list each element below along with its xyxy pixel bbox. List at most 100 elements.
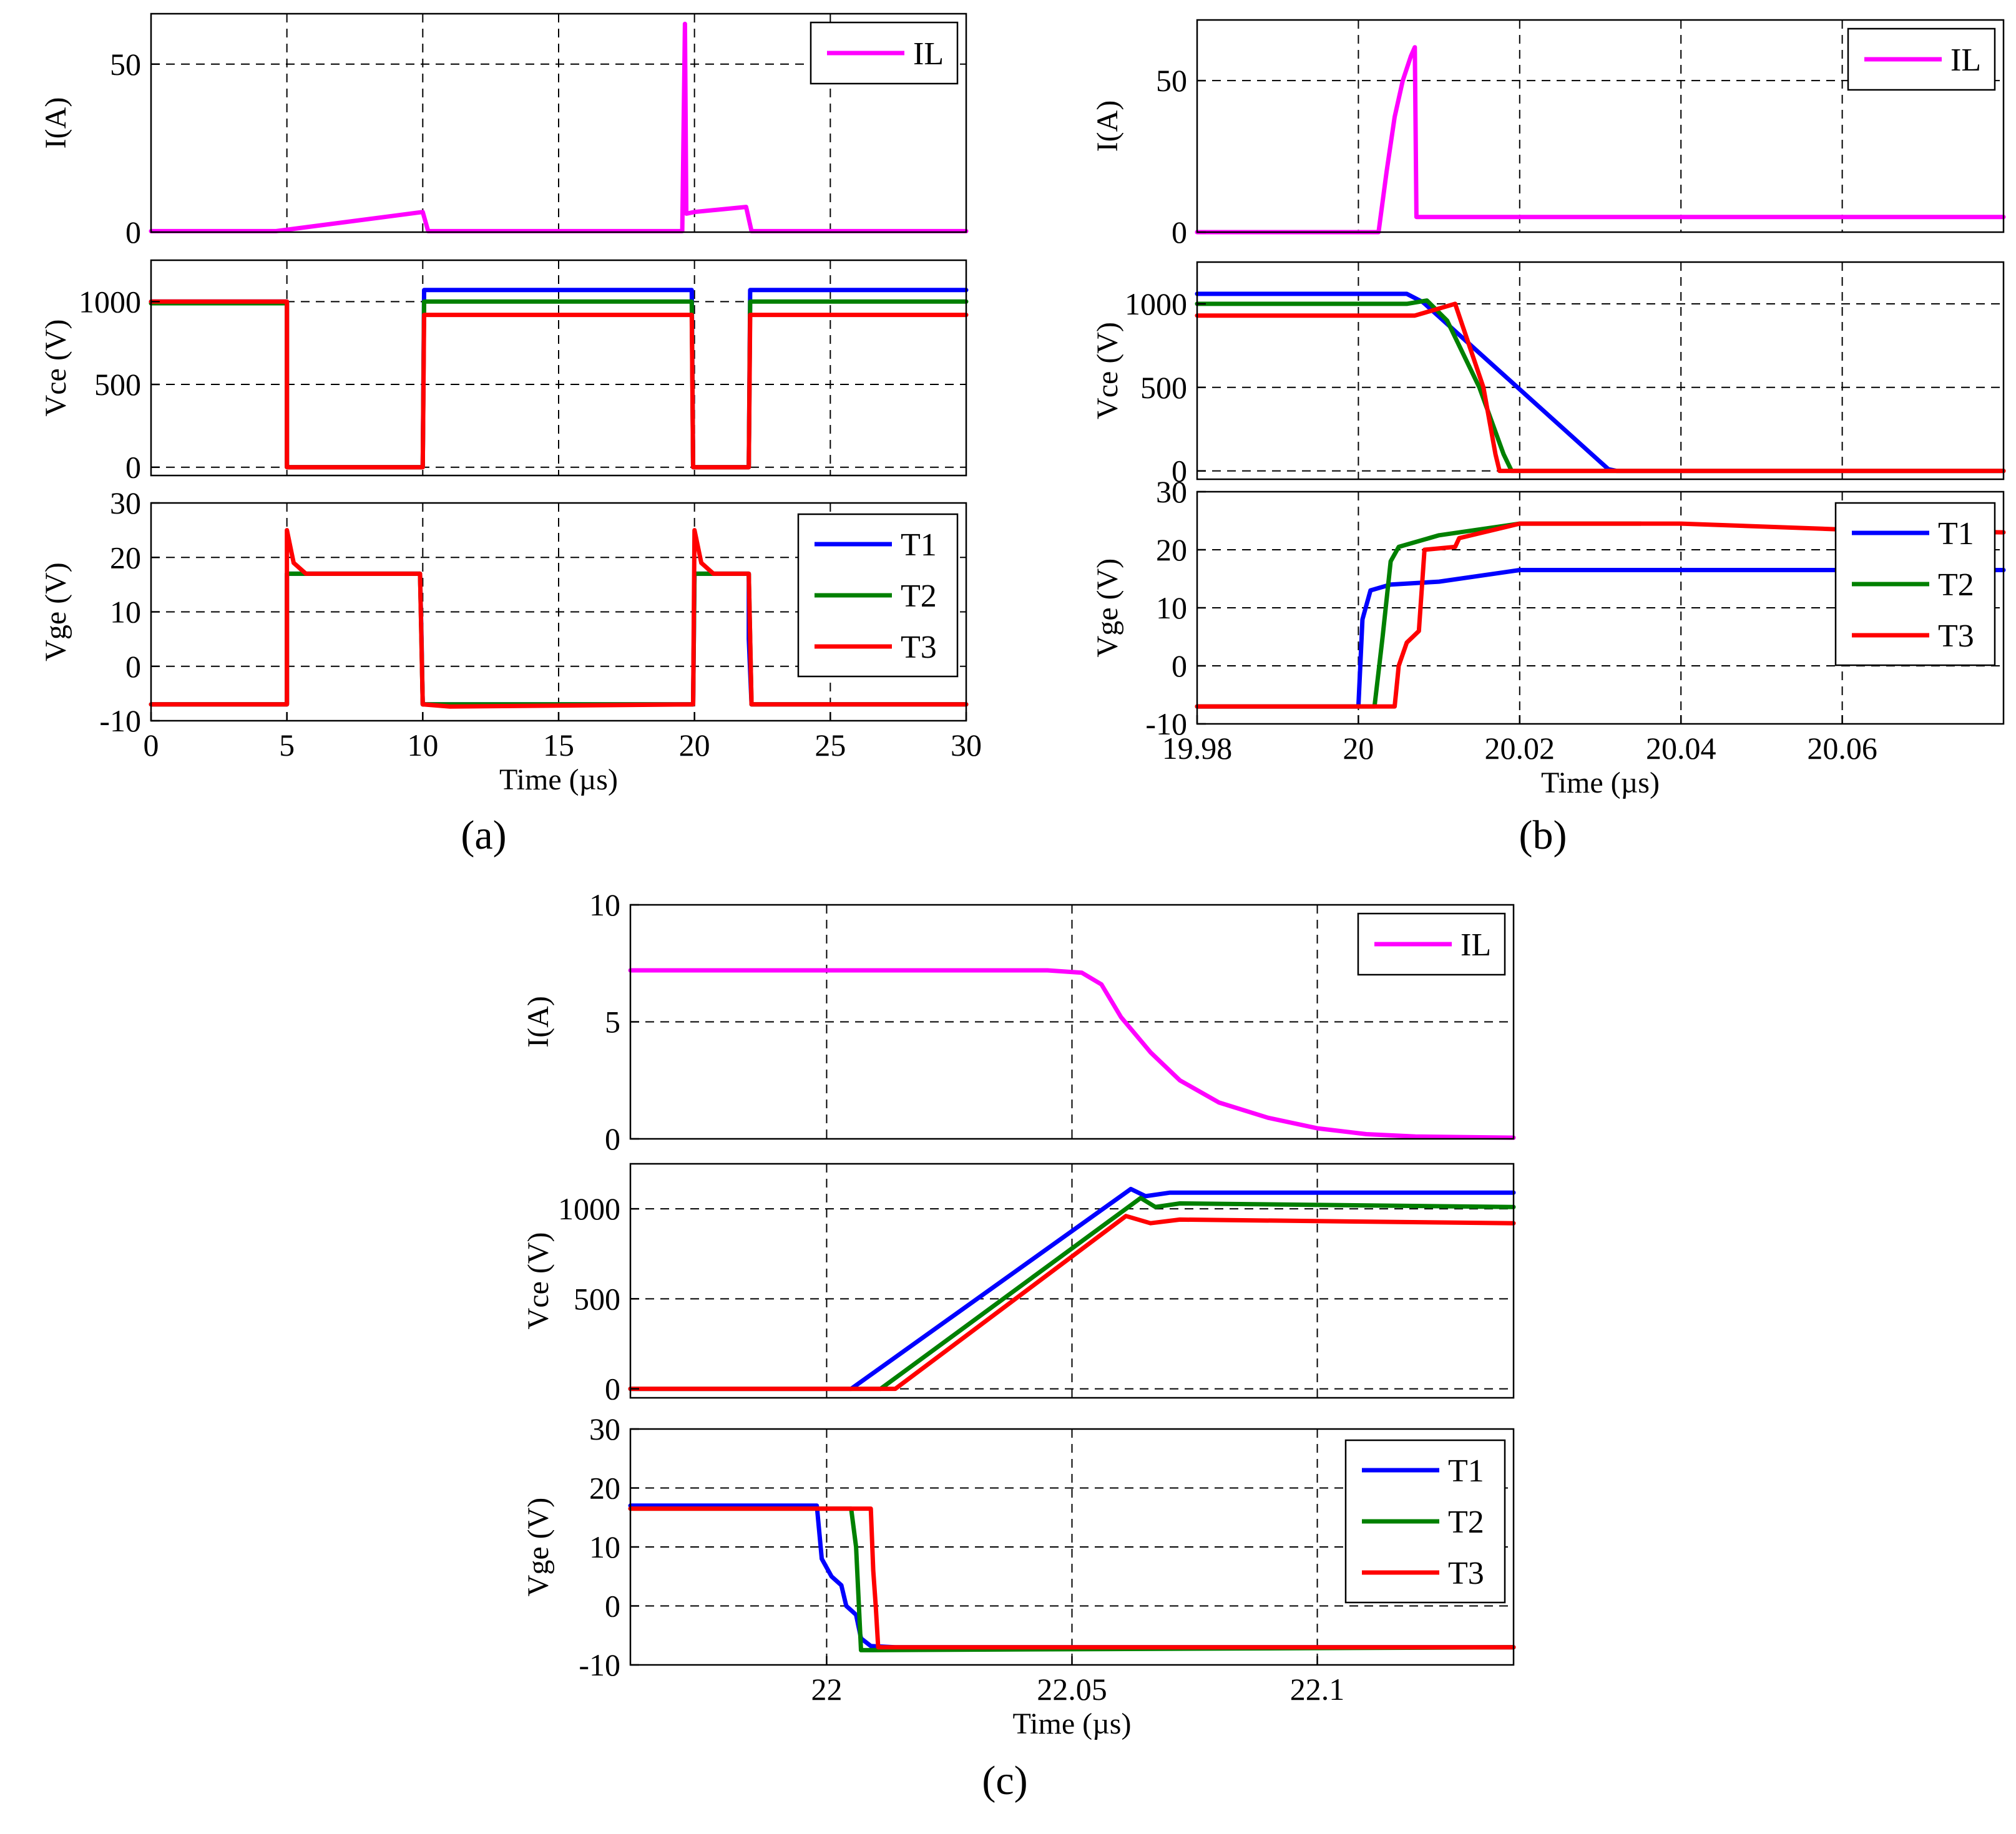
series-il <box>149 21 969 233</box>
y-tick-label: 1000 <box>79 284 141 319</box>
legend-label-il: IL <box>1950 42 1981 78</box>
y-tick-label: 0 <box>605 1121 620 1156</box>
y-tick-label: 5 <box>605 1005 620 1040</box>
y-tick-label: 1000 <box>558 1191 620 1226</box>
series-il <box>628 968 1516 1140</box>
legend-label-t2: T2 <box>1938 567 1974 603</box>
y-tick-label: 10 <box>589 1529 620 1564</box>
legend-label-il: IL <box>1461 927 1491 963</box>
figure-caption: (b) <box>1519 812 1567 858</box>
x-axis-label: Time (µs) <box>499 763 618 796</box>
x-tick-label: 20 <box>679 728 710 763</box>
y-tick-label: 1000 <box>1125 286 1187 321</box>
legend: T1 T2 T3 <box>1344 1439 1506 1604</box>
y-axis-label: Vge (V) <box>522 1498 555 1597</box>
x-tick-label: 20 <box>1343 731 1374 766</box>
legend-label-t1: T1 <box>901 527 937 563</box>
legend-label-t2: T2 <box>901 578 937 614</box>
y-axis-label: I(A) <box>39 97 72 149</box>
legend-label-il: IL <box>913 36 944 72</box>
legend: T1 T2 T3 <box>797 513 959 678</box>
x-tick-label: 0 <box>144 728 159 763</box>
y-tick-label: 30 <box>1156 474 1187 509</box>
x-tick-label: 30 <box>951 728 982 763</box>
x-tick-label: 25 <box>815 728 846 763</box>
y-tick-label: 50 <box>110 47 141 82</box>
plot-frame <box>150 12 967 233</box>
legend-label-t3: T3 <box>1938 618 1974 654</box>
y-tick-label: 30 <box>589 1412 620 1446</box>
y-tick-label: 50 <box>1156 63 1187 98</box>
y-tick-label: 500 <box>1140 370 1187 405</box>
y-tick-label: 0 <box>125 450 141 485</box>
series-t3 <box>1195 301 2006 474</box>
panel-c-il: 0 5 10 I(A) IL <box>522 887 1516 1156</box>
x-tick-label: 20.02 <box>1485 731 1555 766</box>
y-tick-label: 30 <box>110 485 141 520</box>
figure-caption: (c) <box>982 1758 1027 1803</box>
y-tick-label: -10 <box>579 1647 620 1682</box>
x-tick-label: 19.98 <box>1162 731 1233 766</box>
y-axis-label: Vge (V) <box>39 562 72 661</box>
legend-label-t3: T3 <box>1448 1556 1484 1591</box>
legend-label-t1: T1 <box>1448 1453 1484 1489</box>
x-tick-label: 20.06 <box>1807 731 1877 766</box>
y-axis-label: Vce (V) <box>522 1232 555 1330</box>
legend: IL <box>810 21 959 85</box>
plot-frame <box>1196 19 2005 233</box>
y-tick-label: 0 <box>1172 215 1187 250</box>
plot-area <box>1197 262 2004 479</box>
x-tick-label: 15 <box>543 728 574 763</box>
y-tick-label: 0 <box>125 215 141 250</box>
series-t3 <box>628 1214 1516 1392</box>
figure-caption: (a) <box>461 812 506 858</box>
y-axis-label: Vge (V) <box>1091 558 1124 658</box>
y-axis-label: I(A) <box>1091 100 1124 152</box>
panel-b-il: 0 50 I(A) IL <box>1091 19 2006 250</box>
y-tick-label: 20 <box>589 1471 620 1506</box>
plot-frame <box>629 1163 1515 1399</box>
y-axis-label: Vce (V) <box>39 319 72 417</box>
x-tick-label: 10 <box>407 728 438 763</box>
x-tick-label: 22.1 <box>1290 1672 1345 1707</box>
legend-label-t3: T3 <box>901 630 937 665</box>
y-axis-label: I(A) <box>522 996 555 1048</box>
series-t3 <box>149 528 969 709</box>
series-t3 <box>628 1506 1516 1650</box>
y-tick-label: 20 <box>110 540 141 575</box>
y-tick-label: 0 <box>605 1372 620 1407</box>
series-t3 <box>1195 521 2006 709</box>
y-axis-label: Vce (V) <box>1091 322 1124 419</box>
y-tick-label: 10 <box>1156 590 1187 625</box>
legend: IL <box>1357 912 1506 976</box>
x-tick-label: 20.04 <box>1646 731 1716 766</box>
panel-a-il: 0 50 I(A) IL <box>39 12 969 250</box>
y-tick-label: -10 <box>1145 706 1187 741</box>
series-t3 <box>149 299 969 470</box>
series-t1 <box>1195 568 2006 709</box>
series-il <box>1195 45 2006 235</box>
legend-label-t2: T2 <box>1448 1505 1484 1540</box>
x-tick-label: 5 <box>279 728 295 763</box>
y-tick-label: 0 <box>1172 648 1187 683</box>
y-tick-label: -10 <box>99 703 141 738</box>
panel-b-vge: -10 0 10 20 30 19.98 20 20.02 20.04 20.06 Time (µs… <box>1091 474 2006 799</box>
y-tick-label: 10 <box>589 887 620 922</box>
x-tick-label: 22 <box>811 1672 842 1707</box>
y-tick-label: 500 <box>574 1281 620 1316</box>
plot-frame <box>1196 261 2005 480</box>
x-tick-label: 22.05 <box>1037 1672 1107 1707</box>
y-tick-label: 10 <box>110 595 141 630</box>
y-tick-label: 0 <box>125 649 141 684</box>
legend: IL <box>1847 27 1996 91</box>
x-axis-label: Time (µs) <box>1541 766 1660 799</box>
